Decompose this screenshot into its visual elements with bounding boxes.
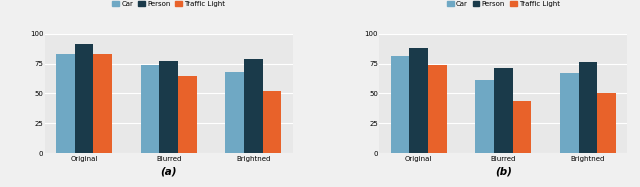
Bar — [75, 45, 93, 153]
X-axis label: (a): (a) — [161, 166, 177, 176]
Legend: Car, Person, Traffic Light: Car, Person, Traffic Light — [447, 1, 560, 7]
Bar — [159, 61, 178, 153]
Bar — [428, 65, 447, 153]
Bar — [93, 54, 112, 153]
Bar — [409, 48, 428, 153]
Bar — [513, 101, 531, 153]
Bar — [494, 68, 513, 153]
Bar — [579, 62, 597, 153]
Bar — [225, 72, 244, 153]
X-axis label: (b): (b) — [495, 166, 512, 176]
Bar — [141, 65, 159, 153]
Bar — [476, 80, 494, 153]
Bar — [244, 59, 263, 153]
Bar — [178, 76, 196, 153]
Legend: Car, Person, Traffic Light: Car, Person, Traffic Light — [112, 1, 225, 7]
Bar — [560, 73, 579, 153]
Bar — [56, 54, 75, 153]
Bar — [597, 94, 616, 153]
Bar — [263, 91, 282, 153]
Bar — [390, 56, 409, 153]
